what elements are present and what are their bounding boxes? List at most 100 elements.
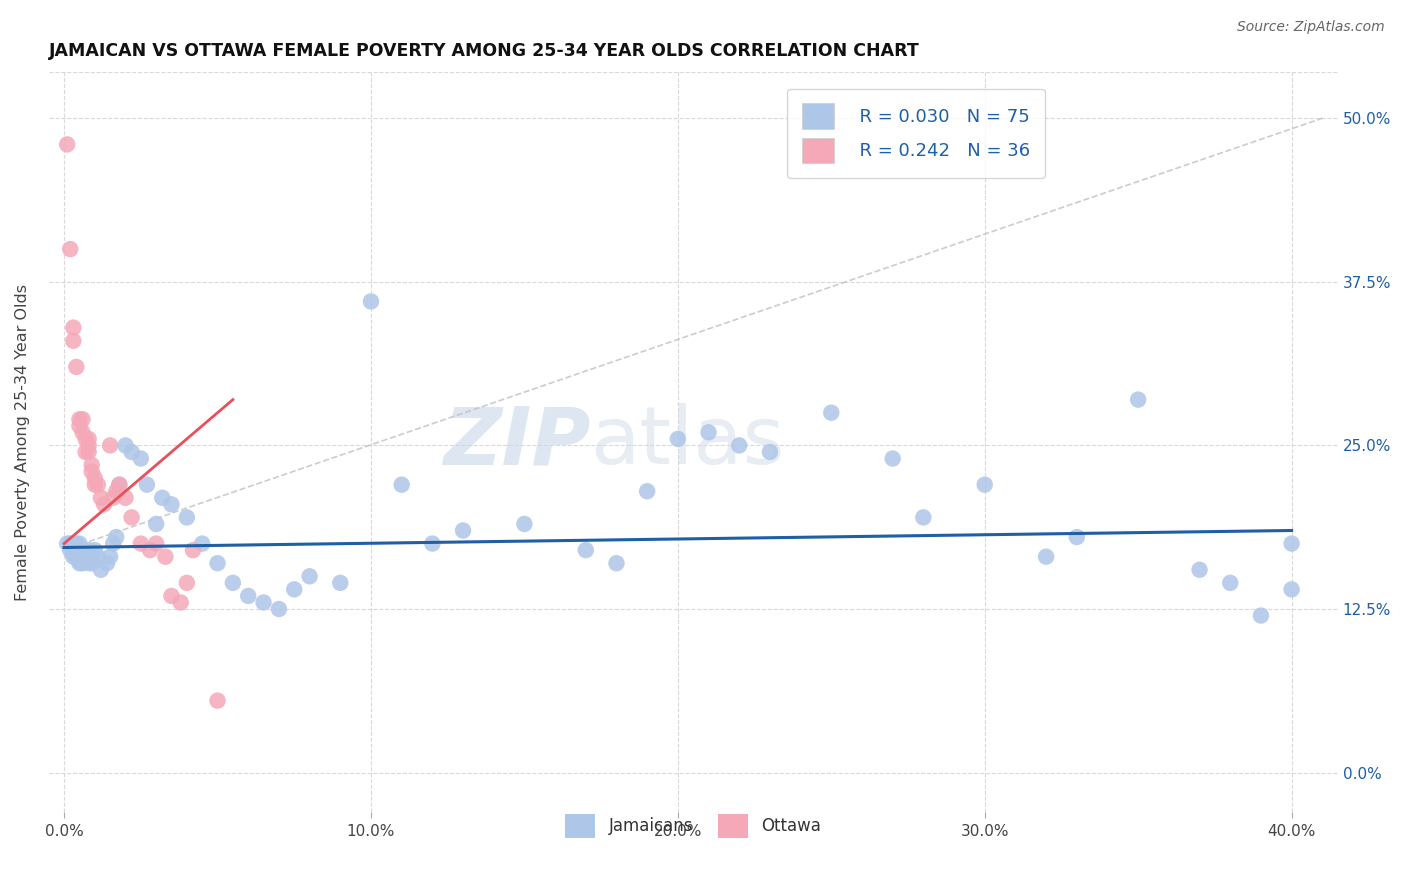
Point bbox=[87, 477, 110, 491]
Point bbox=[72, 549, 94, 564]
Point bbox=[820, 406, 842, 420]
Point bbox=[67, 553, 90, 567]
Point bbox=[105, 530, 128, 544]
Point bbox=[98, 549, 121, 564]
Point bbox=[283, 582, 305, 597]
Point bbox=[90, 563, 112, 577]
Point bbox=[83, 477, 105, 491]
Point bbox=[77, 432, 100, 446]
Point bbox=[75, 546, 97, 560]
Point bbox=[1188, 563, 1211, 577]
Point bbox=[1128, 392, 1150, 407]
Point bbox=[181, 543, 204, 558]
Point bbox=[62, 546, 84, 560]
Point bbox=[666, 432, 689, 446]
Point bbox=[238, 589, 260, 603]
Point bbox=[136, 477, 159, 491]
Point bbox=[160, 589, 183, 603]
Point bbox=[170, 595, 193, 609]
Point bbox=[155, 549, 177, 564]
Point bbox=[105, 484, 128, 499]
Point bbox=[103, 536, 125, 550]
Point bbox=[150, 491, 173, 505]
Point bbox=[83, 543, 105, 558]
Point bbox=[108, 477, 131, 491]
Point bbox=[90, 491, 112, 505]
Point bbox=[114, 438, 136, 452]
Point bbox=[62, 320, 84, 334]
Point bbox=[83, 471, 105, 485]
Point bbox=[222, 575, 245, 590]
Point bbox=[77, 445, 100, 459]
Point bbox=[697, 425, 720, 440]
Point bbox=[360, 294, 382, 309]
Text: JAMAICAN VS OTTAWA FEMALE POVERTY AMONG 25-34 YEAR OLDS CORRELATION CHART: JAMAICAN VS OTTAWA FEMALE POVERTY AMONG … bbox=[49, 42, 920, 60]
Point bbox=[1035, 549, 1057, 564]
Point bbox=[728, 438, 751, 452]
Point bbox=[176, 510, 198, 524]
Point bbox=[65, 546, 87, 560]
Point bbox=[65, 543, 87, 558]
Point bbox=[80, 556, 103, 570]
Point bbox=[77, 438, 100, 452]
Point bbox=[145, 516, 167, 531]
Point bbox=[121, 510, 143, 524]
Point bbox=[1281, 582, 1303, 597]
Point bbox=[207, 693, 229, 707]
Point bbox=[65, 536, 87, 550]
Point bbox=[67, 418, 90, 433]
Point bbox=[1219, 575, 1241, 590]
Point bbox=[67, 536, 90, 550]
Text: atlas: atlas bbox=[591, 403, 785, 481]
Point bbox=[56, 536, 79, 550]
Point bbox=[103, 491, 125, 505]
Point bbox=[67, 549, 90, 564]
Point bbox=[67, 412, 90, 426]
Point bbox=[207, 556, 229, 570]
Point bbox=[59, 543, 82, 558]
Point bbox=[160, 497, 183, 511]
Point bbox=[1250, 608, 1272, 623]
Legend: Jamaicans, Ottawa: Jamaicans, Ottawa bbox=[558, 807, 828, 844]
Point bbox=[973, 477, 995, 491]
Point bbox=[252, 595, 274, 609]
Point bbox=[329, 575, 352, 590]
Point bbox=[67, 543, 90, 558]
Point bbox=[605, 556, 627, 570]
Text: Source: ZipAtlas.com: Source: ZipAtlas.com bbox=[1237, 20, 1385, 34]
Point bbox=[422, 536, 444, 550]
Point bbox=[912, 510, 935, 524]
Point bbox=[191, 536, 214, 550]
Point bbox=[67, 546, 90, 560]
Point bbox=[129, 451, 152, 466]
Point bbox=[72, 543, 94, 558]
Point bbox=[139, 543, 162, 558]
Point bbox=[87, 549, 110, 564]
Point bbox=[80, 458, 103, 472]
Point bbox=[129, 536, 152, 550]
Point bbox=[62, 543, 84, 558]
Point bbox=[1066, 530, 1088, 544]
Point bbox=[575, 543, 598, 558]
Point bbox=[59, 536, 82, 550]
Point bbox=[62, 334, 84, 348]
Point bbox=[80, 465, 103, 479]
Point bbox=[72, 556, 94, 570]
Point bbox=[513, 516, 536, 531]
Point bbox=[391, 477, 413, 491]
Point bbox=[759, 445, 782, 459]
Point bbox=[93, 497, 115, 511]
Point bbox=[72, 412, 94, 426]
Y-axis label: Female Poverty Among 25-34 Year Olds: Female Poverty Among 25-34 Year Olds bbox=[15, 284, 30, 600]
Point bbox=[65, 549, 87, 564]
Point bbox=[636, 484, 658, 499]
Point bbox=[77, 556, 100, 570]
Point bbox=[75, 553, 97, 567]
Point bbox=[67, 556, 90, 570]
Point bbox=[882, 451, 904, 466]
Point bbox=[145, 536, 167, 550]
Point bbox=[96, 556, 118, 570]
Point bbox=[108, 477, 131, 491]
Point bbox=[62, 549, 84, 564]
Text: ZIP: ZIP bbox=[443, 403, 591, 481]
